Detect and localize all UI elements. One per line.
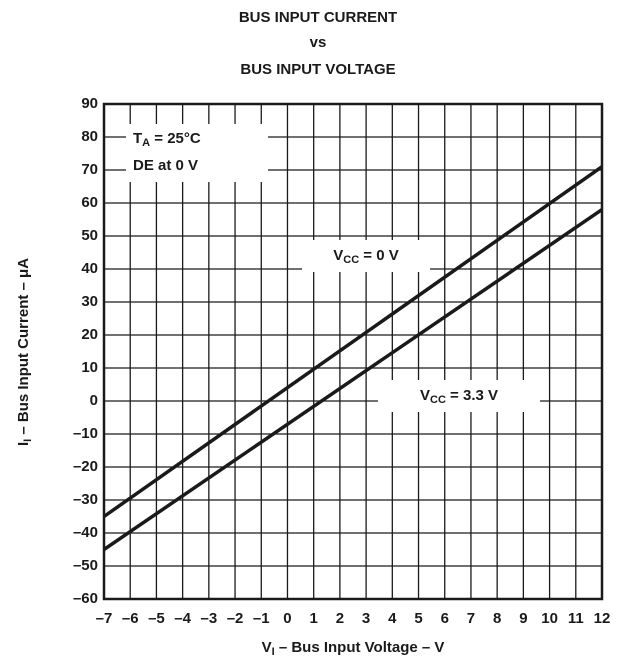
y-tick-label: 70 [81, 161, 98, 178]
annotation-rest: = 25°C [150, 130, 201, 147]
y-axis-label-main: I [15, 442, 32, 446]
annotation-main: T [133, 130, 142, 147]
x-tick-label: 5 [414, 610, 422, 627]
series-line [103, 208, 603, 551]
y-axis-label-rest: – Bus Input Current – μA [15, 258, 32, 439]
chart-title: vs [310, 34, 327, 51]
y-tick-label: 20 [81, 326, 98, 343]
series-line [102, 165, 604, 518]
y-tick-label: –30 [73, 491, 98, 508]
x-axis-label-sub: I [272, 646, 275, 658]
series-label-main: V [333, 247, 343, 264]
x-axis-label-rest: – Bus Input Voltage – V [275, 639, 445, 656]
y-tick-label: 40 [81, 260, 98, 277]
annotation: TA = 25°C [133, 130, 201, 149]
label-box [126, 124, 268, 182]
x-tick-label: 8 [493, 610, 501, 627]
series-label-sub: CC [343, 254, 359, 266]
chart-title: BUS INPUT VOLTAGE [240, 61, 395, 78]
y-tick-label: 80 [81, 128, 98, 145]
y-axis-label-sub: I [22, 439, 34, 442]
x-tick-label: –3 [200, 610, 217, 627]
x-tick-label: 1 [310, 610, 318, 627]
x-tick-label: –1 [253, 610, 270, 627]
chart-title: BUS INPUT CURRENT [239, 9, 397, 26]
x-tick-label: 9 [519, 610, 527, 627]
y-tick-label: 60 [81, 194, 98, 211]
x-axis-label: VI – Bus Input Voltage – V [262, 639, 445, 658]
y-tick-label: –60 [73, 590, 98, 607]
x-tick-label: 2 [336, 610, 344, 627]
series-label-sub: CC [430, 394, 446, 406]
x-tick-label: –6 [122, 610, 139, 627]
x-tick-label: 11 [568, 610, 584, 627]
x-tick-label: –2 [227, 610, 244, 627]
annotation-main: DE at 0 V [133, 157, 198, 174]
y-tick-label: –50 [73, 557, 98, 574]
x-tick-label: 10 [541, 610, 558, 627]
y-tick-label: 50 [81, 227, 98, 244]
series-label-main: V [420, 387, 430, 404]
label-box [302, 240, 430, 272]
annotation: DE at 0 V [133, 157, 198, 174]
y-tick-label: 30 [81, 293, 98, 310]
annotation-sub: A [142, 137, 150, 149]
x-tick-label: –4 [174, 610, 191, 627]
x-axis-label-main: V [262, 639, 272, 656]
y-tick-label: 90 [81, 95, 98, 112]
plot-frame [102, 102, 604, 601]
y-tick-label: –20 [73, 458, 98, 475]
x-tick-label: 4 [388, 610, 397, 627]
x-tick-label: 7 [467, 610, 475, 627]
x-tick-label: 0 [283, 610, 291, 627]
series-label-rest: = 0 V [359, 247, 399, 264]
x-tick-label: –5 [148, 610, 165, 627]
series-label: VCC = 0 V [333, 247, 399, 266]
x-tick-label: 12 [594, 610, 611, 627]
y-tick-label: –10 [73, 425, 98, 442]
x-tick-label: –7 [96, 610, 113, 627]
label-box [378, 380, 540, 412]
y-tick-label: 10 [81, 359, 98, 376]
series-label-rest: = 3.3 V [446, 387, 498, 404]
y-tick-label: 0 [90, 392, 98, 409]
x-tick-label: 6 [441, 610, 449, 627]
y-tick-label: –40 [73, 524, 98, 541]
series-label: VCC = 3.3 V [420, 387, 498, 406]
x-tick-label: 3 [362, 610, 370, 627]
y-axis-label: II – Bus Input Current – μA [15, 258, 34, 446]
